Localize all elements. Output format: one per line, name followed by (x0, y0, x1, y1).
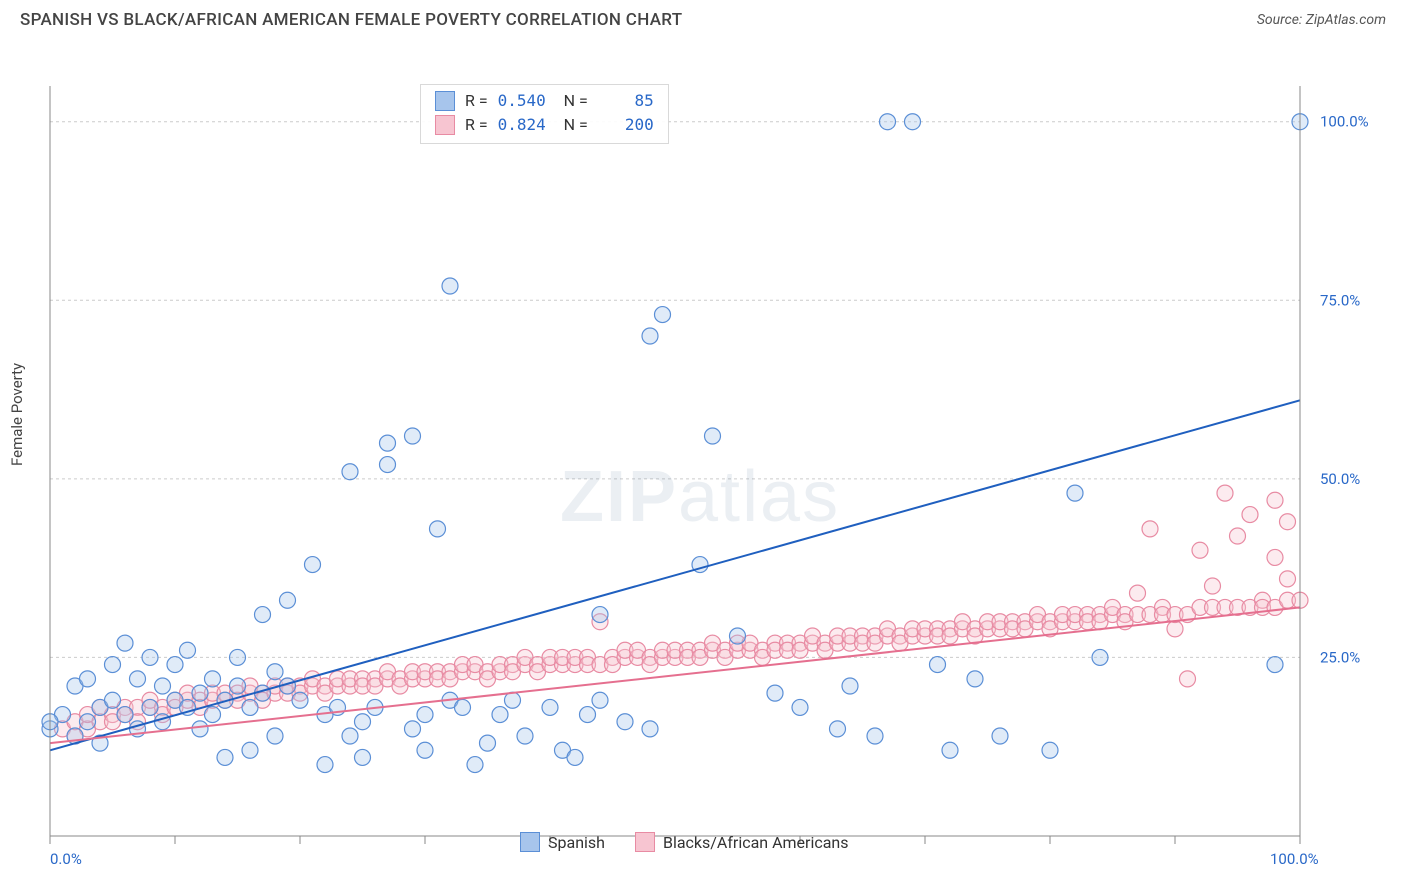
svg-text:25.0%: 25.0% (1320, 648, 1360, 666)
svg-text:75.0%: 75.0% (1320, 291, 1360, 309)
swatch-black-icon (635, 832, 655, 852)
series-legend: Spanish Blacks/African Americans (520, 832, 849, 852)
y-axis-label: Female Poverty (8, 363, 26, 466)
correlation-legend: R = 0.540 N = 85 R = 0.824 N = 200 (420, 84, 669, 144)
svg-text:100.0%: 100.0% (1320, 113, 1369, 131)
svg-text:0.0%: 0.0% (50, 850, 82, 866)
svg-text:100.0%: 100.0% (1270, 850, 1319, 866)
swatch-spanish (435, 91, 455, 111)
legend-item-spanish: Spanish (520, 832, 605, 852)
chart-title: SPANISH VS BLACK/AFRICAN AMERICAN FEMALE… (20, 10, 682, 30)
source-attribution: Source: ZipAtlas.com (1257, 12, 1386, 28)
swatch-spanish-icon (520, 832, 540, 852)
svg-text:50.0%: 50.0% (1320, 470, 1360, 488)
legend-item-black: Blacks/African Americans (635, 832, 849, 852)
swatch-black (435, 115, 455, 135)
scatter-chart: 25.0% 50.0% 75.0% 100.0% 0.0% 100.0% (0, 36, 1406, 866)
legend-row-black: R = 0.824 N = 200 (435, 113, 654, 137)
legend-row-spanish: R = 0.540 N = 85 (435, 89, 654, 113)
